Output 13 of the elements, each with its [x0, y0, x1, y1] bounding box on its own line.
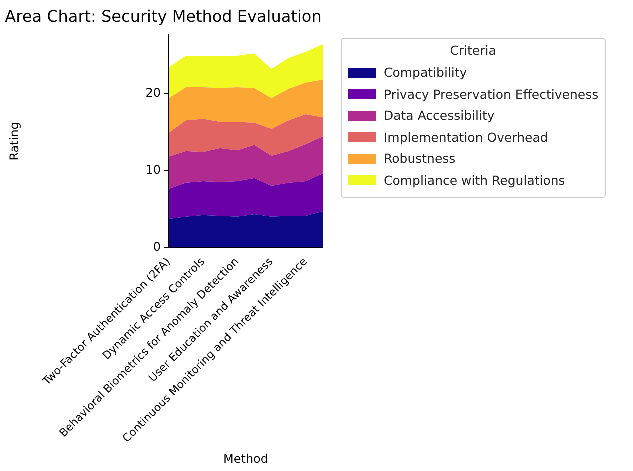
legend-title: Criteria [449, 43, 498, 58]
y-tick-label: 10 [146, 162, 161, 177]
legend-label: Compatibility [384, 65, 468, 80]
x-axis-title: Method [223, 452, 269, 466]
y-axis-title: Rating [7, 122, 22, 161]
chart-title: Area Chart: Security Method Evaluation [5, 6, 322, 26]
legend-label: Implementation Overhead [384, 130, 548, 145]
legend-label: Privacy Preservation Effectiveness [384, 86, 599, 102]
y-tick-label: 0 [153, 240, 161, 254]
legend-label: Data Accessibility [384, 108, 495, 124]
legend-label: Compliance with Regulations [384, 172, 566, 188]
legend-label: Robustness [384, 151, 456, 166]
y-tick-label: 20 [146, 86, 161, 100]
